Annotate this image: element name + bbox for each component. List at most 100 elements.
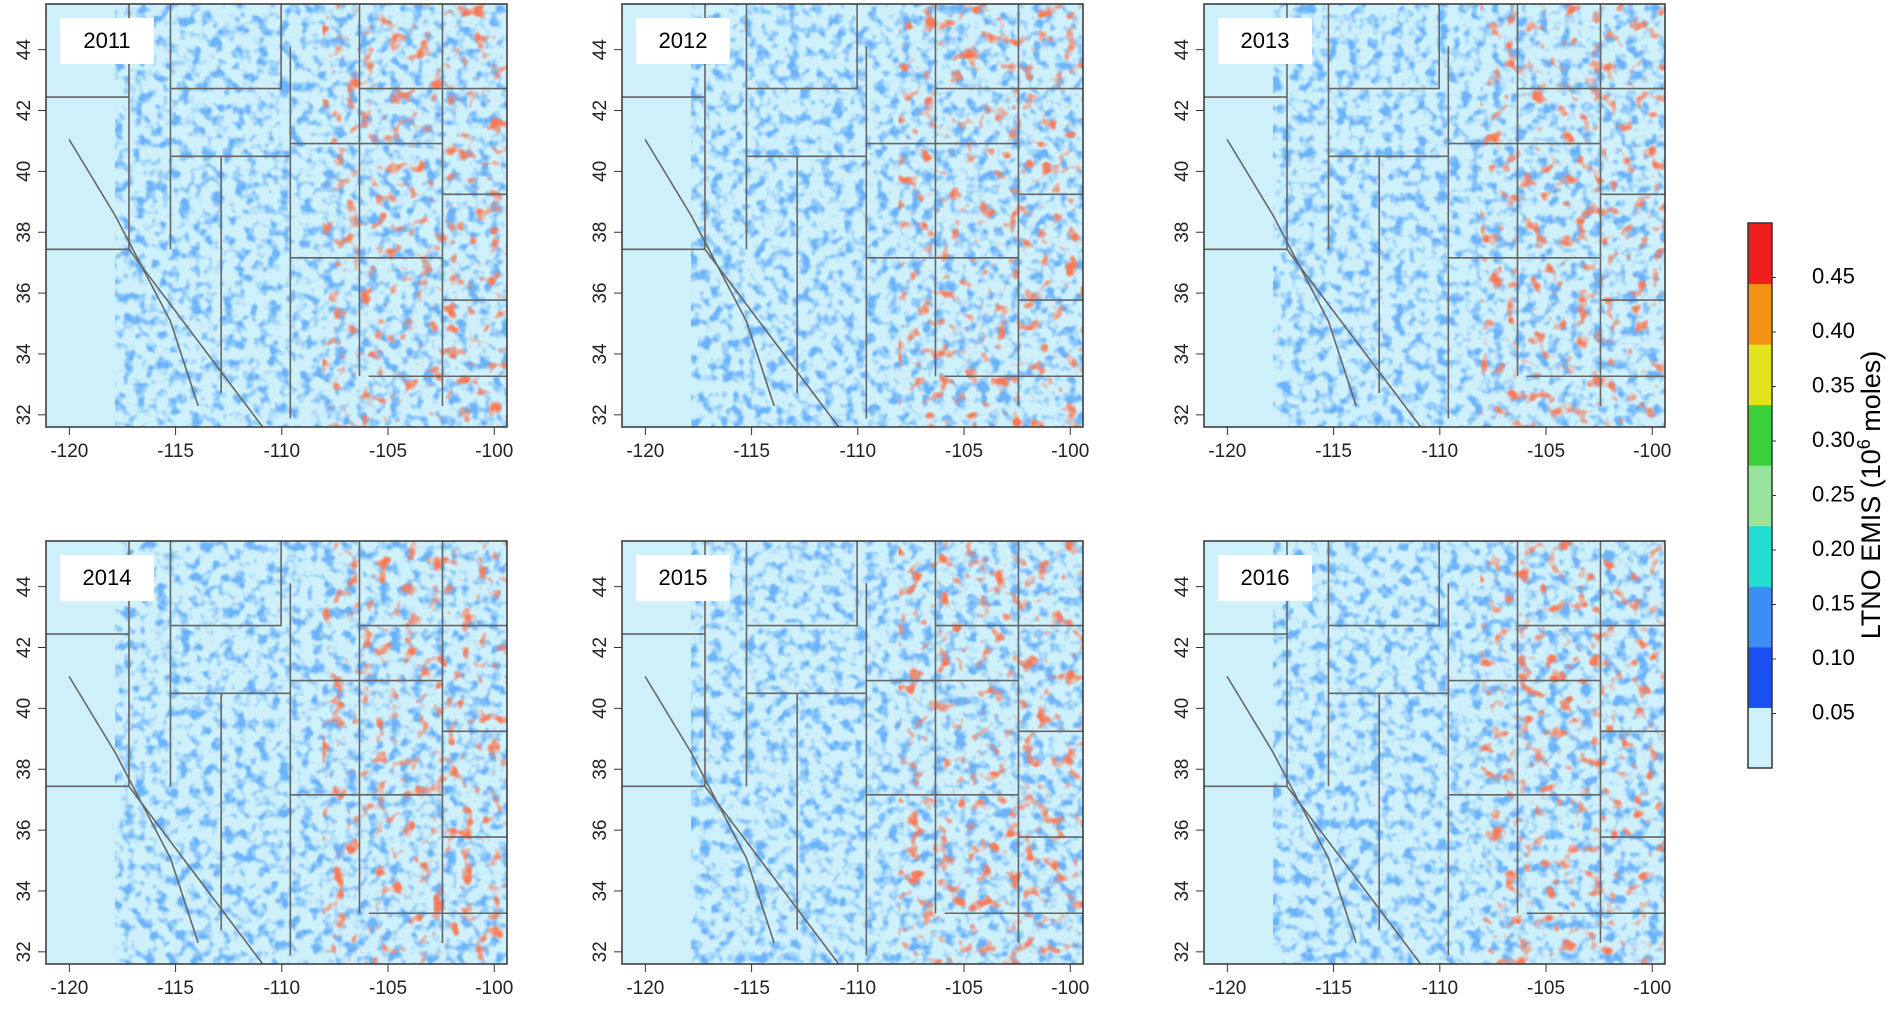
colorbar-band	[1748, 344, 1772, 406]
x-tick-label: -115	[157, 978, 194, 999]
year-label: 2015	[659, 565, 708, 590]
year-label: 2012	[659, 28, 708, 53]
y-tick-label: 36	[590, 820, 611, 841]
frame	[1203, 540, 1666, 965]
colorbar-band	[1748, 283, 1772, 345]
x-tick-label: -120	[50, 978, 88, 999]
y-tick-label: 36	[1172, 820, 1193, 841]
hotspots	[1480, 541, 1665, 964]
y-tick-label: 32	[590, 941, 611, 962]
y-tick-label: 42	[1172, 637, 1193, 658]
hotspots	[898, 541, 1083, 964]
y-tick-label: 40	[590, 698, 611, 719]
x-tick-label: -110	[263, 441, 300, 462]
y-tick-label: 42	[590, 100, 611, 121]
x-tick-label: -120	[1208, 441, 1246, 462]
x-tick-label: -115	[733, 978, 770, 999]
frame	[621, 3, 1084, 428]
year-box	[1218, 18, 1312, 64]
y-tick-label: 44	[590, 576, 611, 598]
x-tick-label: -115	[733, 441, 770, 462]
colorbar-title-superscript: 6	[1854, 439, 1874, 449]
year-box	[636, 555, 730, 601]
x-tick-label: -110	[263, 978, 300, 999]
state-border	[68, 138, 199, 407]
y-tick-label: 32	[14, 404, 35, 425]
y-tick-label: 36	[590, 283, 611, 304]
colorbar-tick-label: 0.30	[1812, 427, 1855, 452]
x-tick-label: -115	[1315, 441, 1352, 462]
y-tick-label: 36	[14, 820, 35, 841]
y-tick-label: 44	[590, 39, 611, 61]
y-tick-label: 36	[14, 283, 35, 304]
y-tick-label: 42	[1172, 100, 1193, 121]
state-border	[170, 541, 282, 627]
year-label: 2011	[83, 28, 130, 53]
state-border	[170, 4, 282, 90]
colorbar-band	[1748, 586, 1772, 648]
x-tick-label: -100	[475, 441, 513, 462]
x-tick-label: -105	[1527, 441, 1565, 462]
y-tick-label: 40	[590, 161, 611, 182]
colorbar-band	[1748, 707, 1772, 769]
x-tick-label: -100	[475, 978, 513, 999]
colorbar-tick-label: 0.35	[1812, 372, 1855, 397]
map-panel: 2015 -120 -115 -110 -105 -100 32 34 36 38 40 42 44	[590, 540, 1089, 999]
y-tick-label: 38	[1172, 222, 1193, 243]
hotspots	[1480, 4, 1665, 427]
colorbar-tick-label: 0.25	[1812, 481, 1855, 506]
state-border	[746, 4, 858, 90]
x-tick-label: -105	[945, 978, 983, 999]
year-label: 2013	[1241, 28, 1290, 53]
x-tick-label: -105	[945, 441, 983, 462]
x-tick-label: -120	[626, 441, 664, 462]
colorbar-tick-label: 0.20	[1812, 536, 1855, 561]
y-tick-label: 32	[1172, 404, 1193, 425]
year-label: 2014	[83, 565, 132, 590]
year-box	[60, 555, 154, 601]
y-tick-label: 44	[1172, 576, 1193, 598]
colorbar-band	[1748, 525, 1772, 587]
x-tick-label: -110	[1421, 978, 1458, 999]
hotspots	[322, 541, 507, 964]
x-tick-label: -100	[1051, 441, 1089, 462]
map-panel: 2013 -120 -115 -110 -105 -100 32 34 36 38 40 42 44	[1172, 3, 1671, 462]
y-tick-label: 32	[14, 941, 35, 962]
y-tick-label: 40	[1172, 698, 1193, 719]
x-tick-label: -105	[1527, 978, 1565, 999]
year-label: 2016	[1241, 565, 1290, 590]
y-tick-label: 38	[14, 222, 35, 243]
y-tick-label: 38	[590, 759, 611, 780]
state-border	[1328, 4, 1440, 90]
x-tick-label: -100	[1633, 978, 1671, 999]
y-tick-label: 42	[14, 637, 35, 658]
map-panel: 2014 -120 -115 -110 -105 -100 32 34 36 38 40 42 44	[14, 540, 513, 999]
y-tick-label: 34	[14, 880, 35, 902]
x-tick-label: -110	[839, 441, 876, 462]
hotspots	[898, 4, 1083, 427]
y-tick-label: 38	[1172, 759, 1193, 780]
colorbar-band	[1748, 465, 1772, 527]
colorbar-tick-label: 0.05	[1812, 699, 1855, 724]
state-border	[128, 97, 264, 428]
x-tick-label: -120	[1208, 978, 1246, 999]
y-tick-label: 44	[14, 576, 35, 598]
state-border	[1226, 138, 1357, 407]
map-panel: 2011 -120 -115 -110 -105 -100 32 34 36 38 40 42 44	[14, 3, 513, 462]
x-tick-label: -115	[1315, 978, 1352, 999]
colorbar-band	[1748, 223, 1772, 285]
year-box	[60, 18, 154, 64]
x-tick-label: -100	[1633, 441, 1671, 462]
x-tick-label: -115	[157, 441, 194, 462]
y-tick-label: 44	[1172, 39, 1193, 61]
y-tick-label: 44	[14, 39, 35, 61]
map-panel: 2016 -120 -115 -110 -105 -100 32 34 36 38 40 42 44	[1172, 540, 1671, 999]
colorbar-band	[1748, 646, 1772, 708]
map-panel: 2012 -120 -115 -110 -105 -100 32 34 36 38 40 42 44	[590, 3, 1089, 462]
state-border	[68, 675, 199, 944]
colorbar-title-suffix: moles)	[1856, 351, 1886, 440]
y-tick-label: 36	[1172, 283, 1193, 304]
x-tick-label: -110	[839, 978, 876, 999]
year-box	[636, 18, 730, 64]
